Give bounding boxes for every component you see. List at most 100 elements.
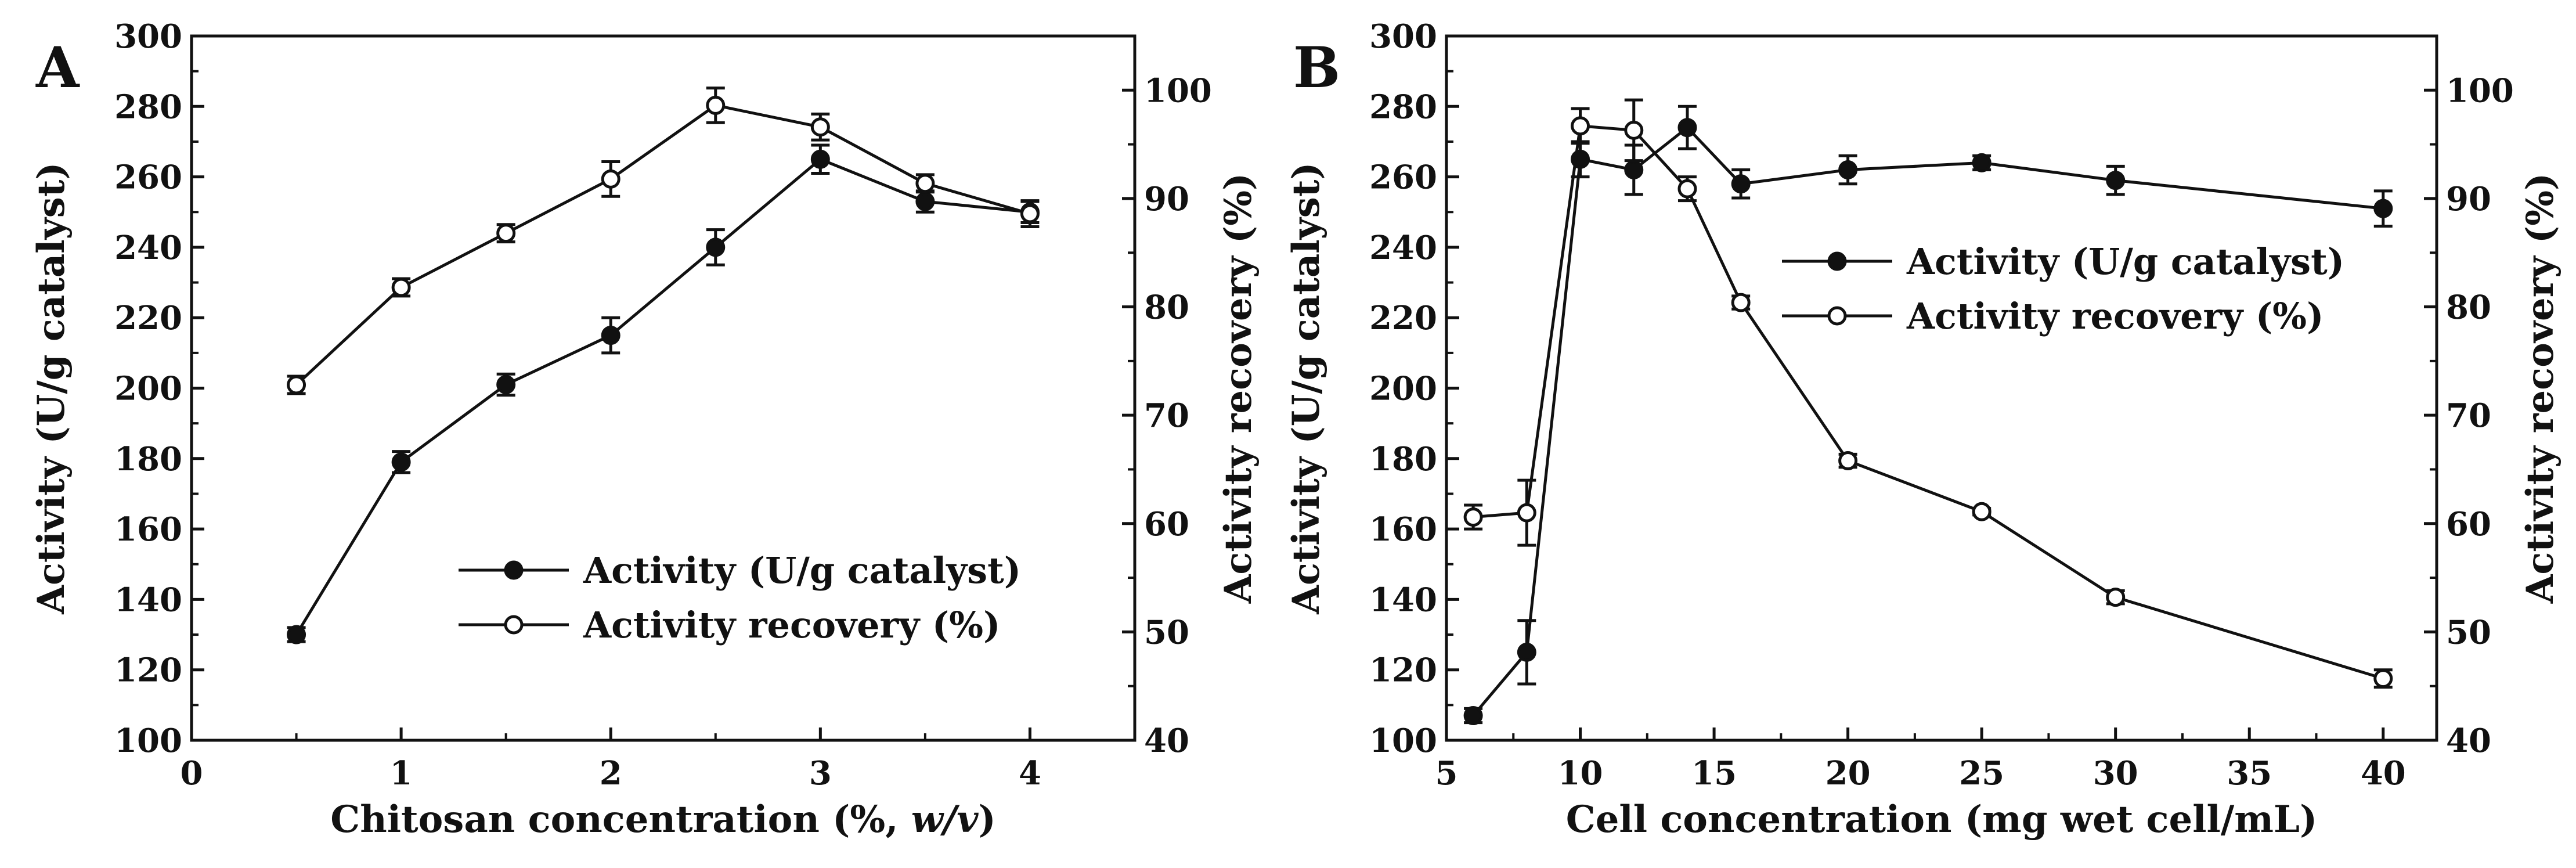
panel-a-recovery-point: [1020, 204, 1040, 224]
panel-b-legend-marker: [1827, 306, 1847, 326]
panel-b-activity-series: [1463, 105, 2393, 726]
panel-a-x-tick-label: 1: [390, 754, 413, 793]
panel-a-recovery-point: [706, 95, 726, 115]
panel-b-recovery-point: [2106, 588, 2126, 607]
panel-a-recovery-line: [295, 103, 1031, 386]
panel-b-y-tick-label: 300: [1369, 17, 1437, 56]
panel-b-recovery-point: [1972, 502, 1991, 521]
panel-a-legend-marker: [504, 615, 524, 635]
panel-b-activity-point: [1463, 706, 1483, 726]
panel-a-y-tick-label: 220: [114, 299, 182, 337]
panel-a-y2-axis-title: Activity recovery (%): [1217, 173, 1260, 604]
panel-b-activity-point: [1624, 160, 1644, 179]
panel-b-y2-axis-title: Activity recovery (%): [2519, 173, 2562, 604]
panel-b-y2-tick-label: 100: [2446, 71, 2514, 110]
panel-b-y-tick-label: 260: [1369, 159, 1437, 197]
panel-b-recovery-point: [1571, 116, 1590, 136]
panel-a-legend-marker: [504, 560, 524, 580]
panel-b-series: [1463, 98, 2393, 726]
panel-b-activity-point: [1517, 642, 1536, 662]
panel-b-activity-point: [2106, 171, 2126, 190]
panel-b-y-tick-label: 140: [1369, 581, 1437, 619]
panel-b-y2-tick-label: 90: [2446, 180, 2491, 218]
panel-b-legend-label: Activity (U/g catalyst): [1906, 240, 2344, 283]
panel-a-recovery-point: [496, 224, 516, 243]
panel-a-series: [287, 87, 1040, 644]
panel-a-recovery-series: [287, 87, 1040, 395]
panel-b-x-tick-label: 20: [1825, 754, 1871, 793]
panel-a-y-tick-label: 180: [114, 440, 182, 478]
panel-b-y2-tick-label: 50: [2446, 613, 2491, 651]
panel-a-y-tick-label: 260: [114, 159, 182, 197]
panel-a-recovery-point: [810, 117, 830, 137]
panel-a-y-tick-label: 120: [114, 651, 182, 690]
panel-a-activity-point: [706, 237, 726, 257]
panel-a-x-tick-label: 2: [600, 754, 622, 793]
panel-b-activity-point: [1731, 174, 1751, 194]
panel-a-activity-point: [391, 452, 411, 472]
panel-b-recovery-series: [1463, 98, 2393, 689]
panel-b-recovery-point: [1624, 120, 1644, 140]
panel-a-x-axis-title-part: ): [978, 798, 995, 841]
panel-b-legend-marker: [1827, 251, 1847, 271]
panel-a-activity-point: [915, 192, 935, 211]
panel-a-recovery-point: [601, 169, 620, 189]
panel-b-y-tick-label: 100: [1369, 722, 1437, 760]
panel-a-legend-label: Activity (U/g catalyst): [583, 549, 1021, 592]
panel-a-y2-tick-label: 90: [1144, 180, 1189, 218]
panel-b-y-tick-label: 240: [1369, 229, 1437, 267]
panel-a-y2-tick-label: 60: [1144, 505, 1189, 543]
panel-a-legend: Activity (U/g catalyst) Activity recovery…: [459, 549, 1021, 646]
panel-b-x-tick-label: 35: [2227, 754, 2272, 793]
panel-b-recovery-point: [1463, 507, 1483, 527]
panel-b-recovery-point: [1731, 293, 1751, 312]
panel-b-x-tick-label: 40: [2361, 754, 2406, 793]
panel-a-y-axis-title: Activity (U/g catalyst): [30, 162, 73, 614]
panel-b-letter: B: [1293, 35, 1340, 100]
panel-b-activity-point: [1838, 160, 1858, 179]
panel-b-legend-label: Activity recovery (%): [1906, 295, 2324, 337]
panel-b-recovery-point: [2373, 669, 2393, 689]
panel-a: A 0 1 2 3 4 100 120 140 160 180 200 220 240 260 280 300…: [30, 17, 1260, 841]
panel-a-x-axis-title-part: w/v: [911, 798, 979, 841]
panel-a-y-tick-label: 280: [114, 88, 182, 126]
panel-b: B 5 10 15 20 25 30 35 40 100 120 140 160 180 200 220 24…: [1285, 17, 2562, 841]
panel-b-y-tick-label: 120: [1369, 651, 1437, 690]
panel-b-x-tick-label: 30: [2093, 754, 2138, 793]
panel-b-x-tick-label: 10: [1558, 754, 1603, 793]
panel-b-x-tick-label: 15: [1691, 754, 1737, 793]
panel-a-recovery-point: [287, 375, 306, 395]
panel-b-axes: 5 10 15 20 25 30 35 40 100 120 140 160 180 200 220 240 2…: [1285, 17, 2562, 841]
panel-a-x-axis-title: Chitosan concentration (%, w/v): [330, 798, 995, 841]
panel-a-x-axis-title-part: Chitosan concentration (%,: [330, 798, 911, 841]
panel-b-x-tick-label: 5: [1435, 754, 1458, 793]
panel-b-y-tick-label: 160: [1369, 510, 1437, 549]
panel-b-recovery-point: [1517, 503, 1536, 523]
panel-b-y-tick-label: 200: [1369, 370, 1437, 408]
panel-a-legend-entry: Activity (U/g catalyst): [459, 549, 1021, 592]
panel-a-y2-tick-label: 80: [1144, 289, 1189, 327]
panel-a-y-tick-label: 100: [114, 722, 182, 760]
panel-a-y-tick-label: 160: [114, 510, 182, 549]
panel-b-y2-tick-label: 60: [2446, 505, 2491, 543]
panel-b-y-tick-label: 220: [1369, 299, 1437, 337]
panel-b-recovery-point: [1838, 451, 1858, 471]
panel-b-legend: Activity (U/g catalyst) Activity recovery…: [1782, 240, 2344, 337]
panel-a-activity-line: [295, 157, 1030, 636]
panel-a-y-tick-label: 300: [114, 17, 182, 56]
panel-a-y2-tick-label: 50: [1144, 613, 1189, 651]
panel-a-x-tick-label: 3: [809, 754, 832, 793]
panel-a-x-tick-label: 0: [181, 754, 203, 793]
panel-b-y-axis-title: Activity (U/g catalyst): [1285, 162, 1328, 614]
panel-b-legend-entry: Activity recovery (%): [1782, 295, 2324, 337]
panel-a-activity-point: [601, 326, 620, 345]
panel-b-y-tick-label: 180: [1369, 440, 1437, 478]
panel-a-legend-label: Activity recovery (%): [583, 604, 1000, 646]
panel-a-y2-tick-label: 40: [1144, 722, 1189, 760]
panel-b-activity-line: [1472, 125, 2384, 717]
panel-a-legend-entry: Activity recovery (%): [459, 604, 1000, 646]
panel-a-activity-point: [496, 374, 516, 394]
panel-a-activity-point: [810, 149, 830, 169]
panel-b-y2-tick-label: 70: [2446, 397, 2491, 435]
